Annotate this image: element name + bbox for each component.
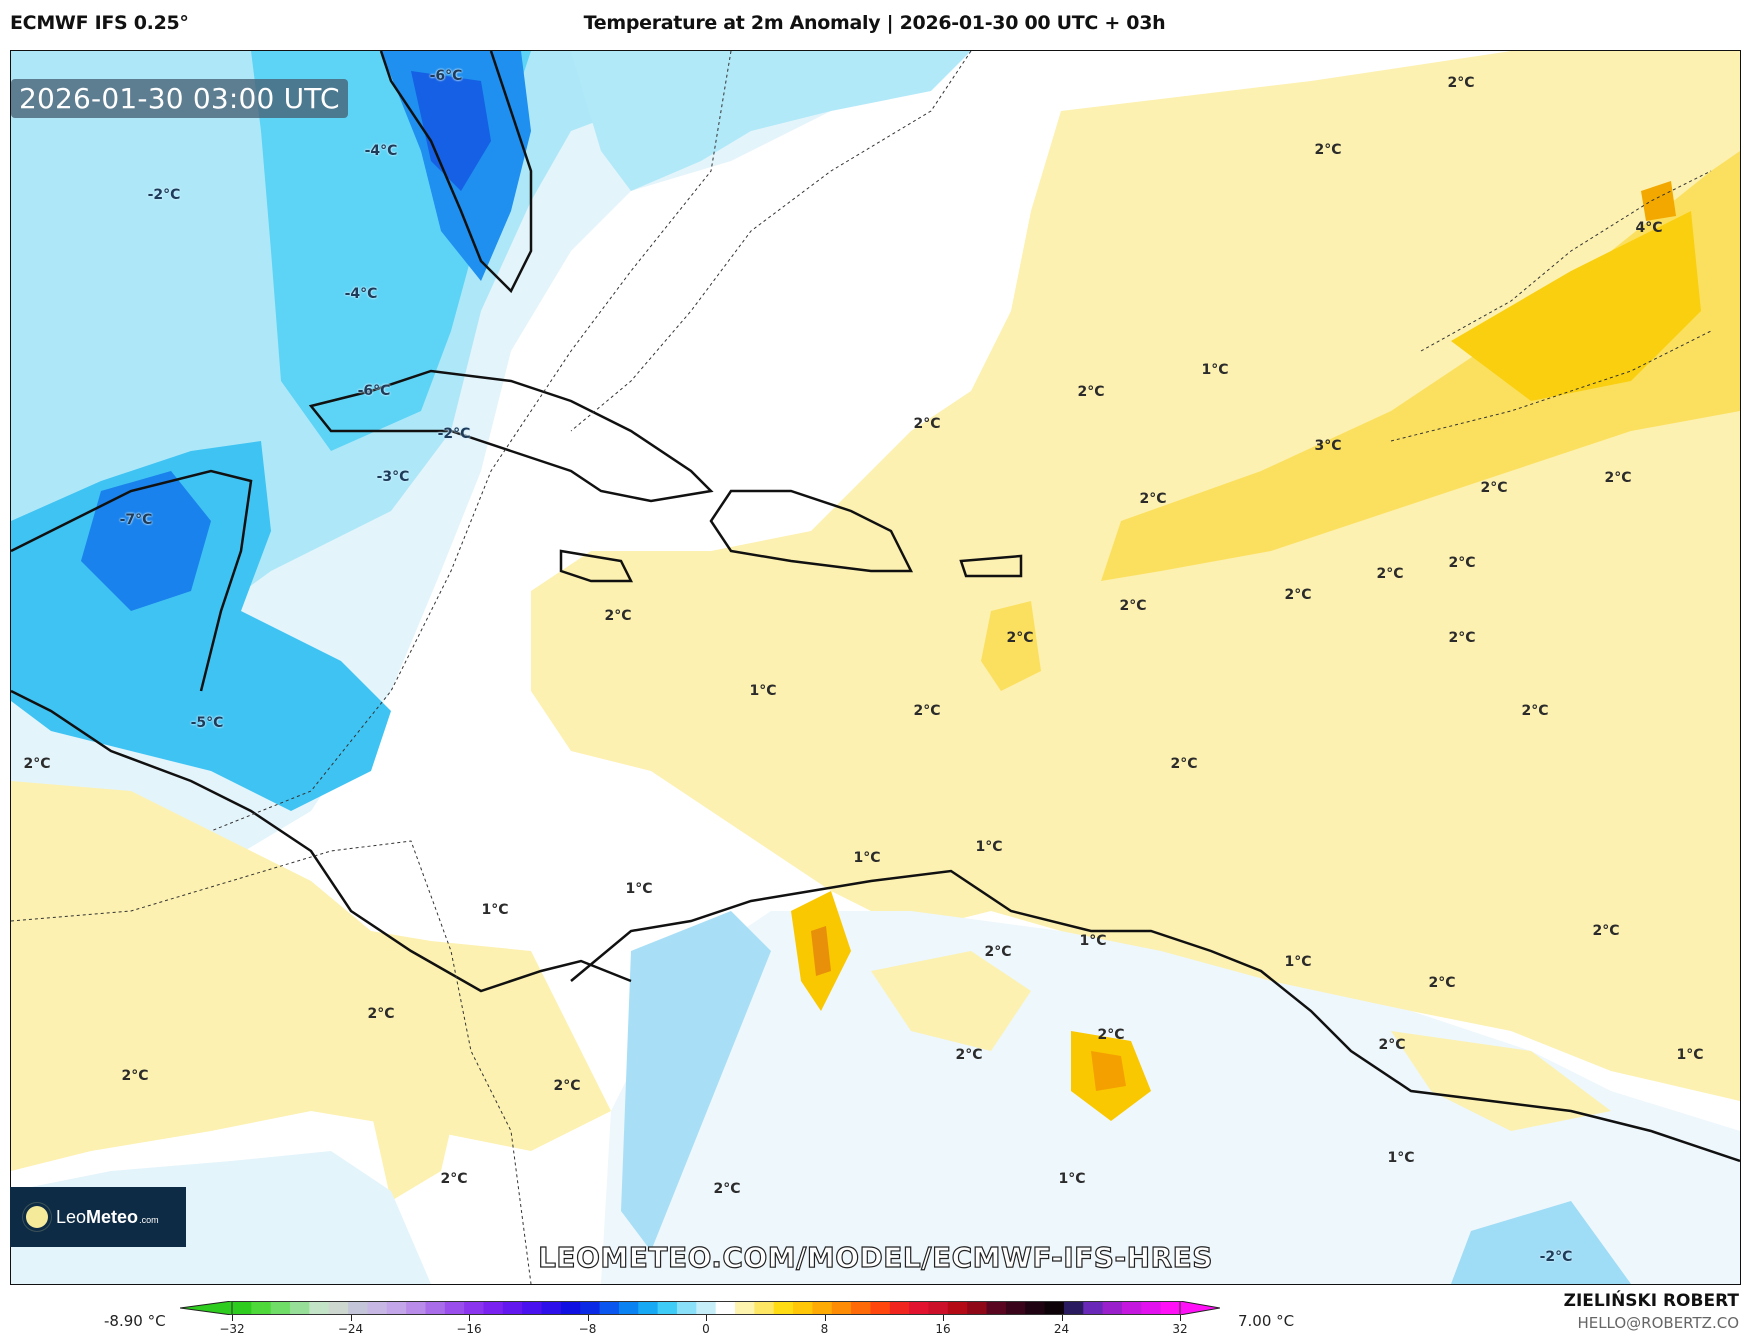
contour-label: 2°C (1604, 470, 1632, 486)
contour-label: 2°C (367, 1006, 395, 1022)
contour-label: 1°C (481, 902, 509, 918)
contour-label: 2°C (1077, 384, 1105, 400)
colorbar-tick-label: −24 (337, 1322, 364, 1336)
author-name: ZIELIŃSKI ROBERT (1563, 1291, 1739, 1311)
model-name: ECMWF IFS 0.25° (10, 12, 189, 34)
contour-label: 2°C (713, 1181, 741, 1197)
contour-label: 1°C (1284, 954, 1312, 970)
contour-label: -3°C (376, 469, 410, 485)
colorbar-tick (232, 1315, 233, 1321)
contour-label: 2°C (1448, 630, 1476, 646)
contour-label: 1°C (625, 881, 653, 897)
map-fields (11, 51, 1740, 1284)
contour-label: 2°C (1447, 75, 1475, 91)
colorbar-tick (824, 1315, 826, 1321)
contour-label: 2°C (1592, 923, 1620, 939)
colorbar-tick (706, 1315, 707, 1321)
contour-label: 2°C (1006, 630, 1034, 646)
contour-label: 2°C (984, 944, 1012, 960)
colorbar-tick-label: 8 (820, 1322, 829, 1336)
contour-label: 2°C (604, 608, 632, 624)
colorbar-tick-label: 16 (935, 1322, 951, 1336)
colorbar-min-value: -8.90 °C (104, 1312, 166, 1330)
colorbar-tick (350, 1315, 352, 1321)
contour-label: 2°C (955, 1047, 983, 1063)
contour-label: -4°C (344, 286, 378, 302)
contour-label: 2°C (1097, 1027, 1125, 1043)
colorbar (180, 1301, 1220, 1315)
colorbar-tick-label: 0 (702, 1322, 710, 1336)
contour-label: -6°C (429, 68, 463, 84)
contour-label: 3°C (1314, 438, 1342, 454)
contour-label: -7°C (119, 512, 153, 528)
contour-label: -2°C (437, 426, 471, 442)
contour-label: 2°C (1428, 975, 1456, 991)
contour-label: -5°C (190, 715, 224, 731)
logo-text: LeoMeteo.com (56, 1206, 159, 1227)
contour-label: 1°C (1079, 933, 1107, 949)
sun-icon (26, 1206, 48, 1228)
valid-time-badge: 2026-01-30 03:00 UTC (11, 79, 348, 118)
contour-label: 2°C (1376, 566, 1404, 582)
contour-label: 1°C (1387, 1150, 1415, 1166)
colorbar-tick (943, 1315, 944, 1321)
contour-label: 1°C (853, 850, 881, 866)
colorbar-tick-label: 32 (1172, 1322, 1188, 1336)
colorbar-tick (587, 1315, 589, 1321)
contour-label: 1°C (975, 839, 1003, 855)
contour-label: 2°C (913, 703, 941, 719)
anomaly-map[interactable]: 2026-01-30 03:00 UTC -6°C -4°C -2°C -4°C -6°… (10, 50, 1741, 1285)
contour-label: -4°C (364, 143, 398, 159)
colorbar-tick (1061, 1315, 1063, 1321)
source-watermark: LEOMETEO.COM/MODEL/ECMWF-IFS-HRES (537, 1240, 1213, 1274)
contour-label: 2°C (1480, 480, 1508, 496)
colorbar-tick-label: −16 (456, 1322, 482, 1336)
contour-label: -2°C (147, 187, 181, 203)
contour-label: 2°C (1521, 703, 1549, 719)
contour-label: -2°C (1539, 1249, 1573, 1265)
contour-label: 2°C (1284, 587, 1312, 603)
leometeo-logo[interactable]: LeoMeteo.com (10, 1187, 186, 1247)
contour-label: 2°C (1170, 756, 1198, 772)
contour-label: 2°C (23, 756, 51, 772)
contour-label: 2°C (1448, 555, 1476, 571)
contour-label: 2°C (913, 416, 941, 432)
chart-title: Temperature at 2m Anomaly | 2026-01-30 0… (583, 12, 1166, 34)
contour-label: 2°C (1378, 1037, 1406, 1053)
contour-label: 4°C (1635, 220, 1663, 236)
contour-label: 2°C (553, 1078, 581, 1094)
colorbar-tick-label: 24 (1053, 1322, 1070, 1336)
contour-label: 2°C (1314, 142, 1342, 158)
contour-label: 2°C (121, 1068, 149, 1084)
contour-label: 2°C (440, 1171, 468, 1187)
contour-label: 1°C (1201, 362, 1229, 378)
colorbar-tick (469, 1315, 470, 1321)
colorbar-tick (1180, 1315, 1181, 1321)
contour-label: 1°C (1676, 1047, 1704, 1063)
contour-label: 1°C (749, 683, 777, 699)
contour-label: 2°C (1119, 598, 1147, 614)
colorbar-max-value: 7.00 °C (1238, 1312, 1295, 1330)
contour-label: 2°C (1139, 491, 1167, 507)
author-email[interactable]: HELLO@ROBERTZ.CO (1577, 1314, 1739, 1332)
contour-label: -6°C (357, 383, 391, 399)
colorbar-tick-label: −32 (219, 1322, 245, 1336)
colorbar-tick-label: −8 (578, 1322, 597, 1336)
contour-label: 1°C (1058, 1171, 1086, 1187)
